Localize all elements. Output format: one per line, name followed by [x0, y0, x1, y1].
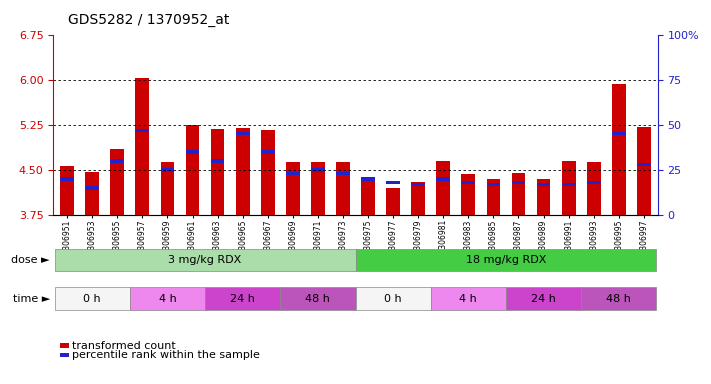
Bar [512, 181, 525, 184]
Text: 18 mg/kg RDX: 18 mg/kg RDX [466, 255, 546, 265]
Text: 3 mg/kg RDX: 3 mg/kg RDX [169, 255, 242, 265]
Text: 24 h: 24 h [531, 293, 556, 304]
Bar [562, 183, 575, 186]
Bar [311, 168, 325, 172]
Bar [537, 179, 550, 215]
Bar [311, 162, 325, 215]
Bar [581, 287, 656, 310]
Bar [205, 287, 280, 310]
Bar [110, 159, 124, 162]
Bar [587, 162, 601, 215]
Bar [411, 182, 425, 215]
Text: 4 h: 4 h [459, 293, 477, 304]
Bar [161, 162, 174, 215]
Bar [210, 159, 225, 162]
Text: 48 h: 48 h [606, 293, 631, 304]
Bar [85, 186, 99, 190]
Bar [60, 166, 74, 215]
Bar [386, 188, 400, 215]
Bar [506, 287, 581, 310]
Text: 0 h: 0 h [83, 293, 101, 304]
Bar [110, 149, 124, 215]
Bar [261, 150, 274, 154]
Bar [587, 181, 601, 184]
Text: 24 h: 24 h [230, 293, 255, 304]
Bar [461, 174, 475, 215]
Bar [85, 172, 99, 215]
Bar [236, 132, 250, 136]
Bar [356, 249, 656, 271]
Bar [431, 287, 506, 310]
Bar [612, 132, 626, 136]
Bar [486, 179, 501, 215]
Bar [286, 162, 300, 215]
Bar [55, 249, 356, 271]
Bar [437, 161, 450, 215]
Bar [186, 150, 199, 154]
Bar [437, 177, 450, 180]
Bar [210, 129, 225, 215]
Text: percentile rank within the sample: percentile rank within the sample [72, 350, 260, 360]
Bar [280, 287, 356, 310]
Bar [361, 179, 375, 215]
Bar [336, 162, 350, 215]
Bar [361, 177, 375, 180]
Bar [637, 127, 651, 215]
Bar [136, 78, 149, 215]
Bar [336, 172, 350, 175]
Bar [60, 177, 74, 180]
Bar [612, 84, 626, 215]
Bar [386, 181, 400, 184]
Bar [186, 125, 199, 215]
Text: time ►: time ► [13, 294, 50, 304]
Bar [261, 130, 274, 215]
Bar [486, 183, 501, 186]
Bar [161, 168, 174, 172]
Bar [136, 129, 149, 132]
Bar [130, 287, 205, 310]
Bar [286, 172, 300, 175]
Text: dose ►: dose ► [11, 255, 50, 265]
Text: transformed count: transformed count [72, 341, 176, 351]
Text: 4 h: 4 h [159, 293, 176, 304]
Text: 48 h: 48 h [306, 293, 331, 304]
Bar [411, 183, 425, 186]
Bar [236, 128, 250, 215]
Bar [537, 183, 550, 186]
Bar [461, 181, 475, 184]
Bar [637, 163, 651, 166]
Bar [562, 161, 575, 215]
Bar [55, 287, 130, 310]
Bar [512, 173, 525, 215]
Bar [356, 287, 431, 310]
Text: GDS5282 / 1370952_at: GDS5282 / 1370952_at [68, 13, 229, 27]
Text: 0 h: 0 h [385, 293, 402, 304]
